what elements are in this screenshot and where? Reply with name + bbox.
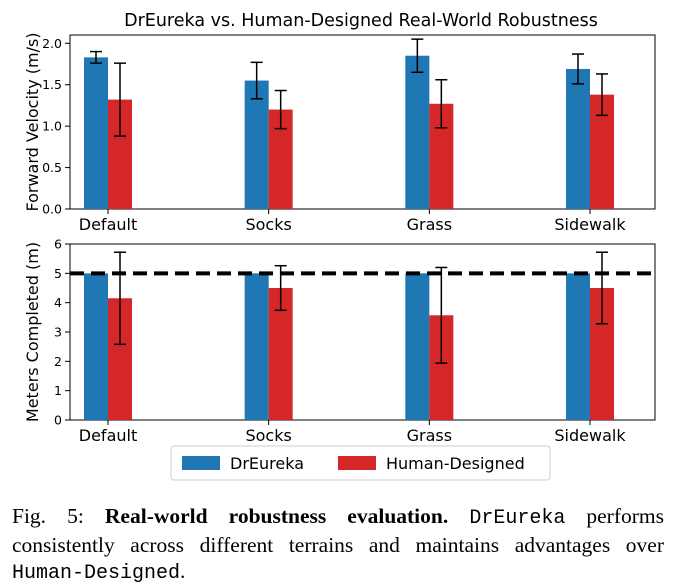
figure: DrEureka vs. Human-Designed Real-World R… bbox=[23, 11, 656, 481]
y-axis-label: Forward Velocity (m/s) bbox=[23, 32, 42, 211]
bar-dreureka bbox=[566, 68, 590, 209]
y-tick-label: 1.0 bbox=[42, 119, 62, 134]
x-tick-label: Default bbox=[79, 426, 137, 445]
y-tick-label: 6 bbox=[54, 237, 62, 252]
chart-title: DrEureka vs. Human-Designed Real-World R… bbox=[124, 11, 598, 31]
x-tick-label: Default bbox=[79, 215, 137, 234]
y-tick-label: 1.5 bbox=[42, 77, 62, 92]
bar-dreureka bbox=[244, 273, 269, 420]
caption-prefix: Fig. 5: bbox=[12, 504, 105, 528]
meters-subplot: 0 1 2 3 4 5 6 Meters Completed (m) Default Socks G… bbox=[23, 237, 656, 445]
legend: DrEureka Human-Designed bbox=[170, 445, 551, 481]
legend-label: DrEureka bbox=[230, 454, 304, 473]
bar-dreureka bbox=[244, 80, 269, 209]
bar-dreureka bbox=[566, 273, 590, 420]
y-tick-label: 0.5 bbox=[42, 160, 62, 175]
legend-swatch bbox=[182, 456, 220, 470]
axes-frame bbox=[69, 34, 656, 210]
figure-caption: Fig. 5: Real-world robustness evaluation… bbox=[12, 503, 664, 587]
y-tick-label: 2.0 bbox=[42, 36, 62, 51]
legend-swatch bbox=[338, 456, 376, 470]
x-tick-label: Socks bbox=[245, 426, 291, 445]
caption-mono-1: DrEureka bbox=[469, 507, 566, 530]
x-tick-label: Sidewalk bbox=[554, 215, 626, 234]
y-tick-label: 3 bbox=[54, 325, 62, 340]
legend-label: Human-Designed bbox=[386, 454, 525, 473]
x-tick-label: Sidewalk bbox=[554, 426, 626, 445]
y-tick-label: 1 bbox=[54, 383, 62, 398]
y-tick-label: 5 bbox=[54, 266, 62, 281]
bar-dreureka bbox=[405, 273, 430, 420]
y-tick-label: 0.0 bbox=[42, 202, 62, 217]
caption-text-1: performs consistently across different t… bbox=[12, 504, 664, 557]
x-tick-label: Grass bbox=[407, 215, 452, 234]
bar-dreureka bbox=[84, 57, 108, 209]
y-tick-label: 4 bbox=[54, 295, 62, 310]
caption-text-2: . bbox=[180, 559, 186, 583]
caption-mono-2: Human-Designed bbox=[12, 562, 181, 585]
bar-dreureka bbox=[84, 273, 108, 420]
x-tick-label: Grass bbox=[407, 426, 452, 445]
y-axis-label: Meters Completed (m) bbox=[23, 242, 42, 422]
bar-dreureka bbox=[405, 55, 430, 209]
y-tick-label: 2 bbox=[54, 354, 62, 369]
caption-bold: Real-world robustness evaluation. bbox=[104, 504, 449, 528]
x-tick-label: Socks bbox=[245, 215, 291, 234]
y-tick-label: 0 bbox=[54, 413, 62, 428]
